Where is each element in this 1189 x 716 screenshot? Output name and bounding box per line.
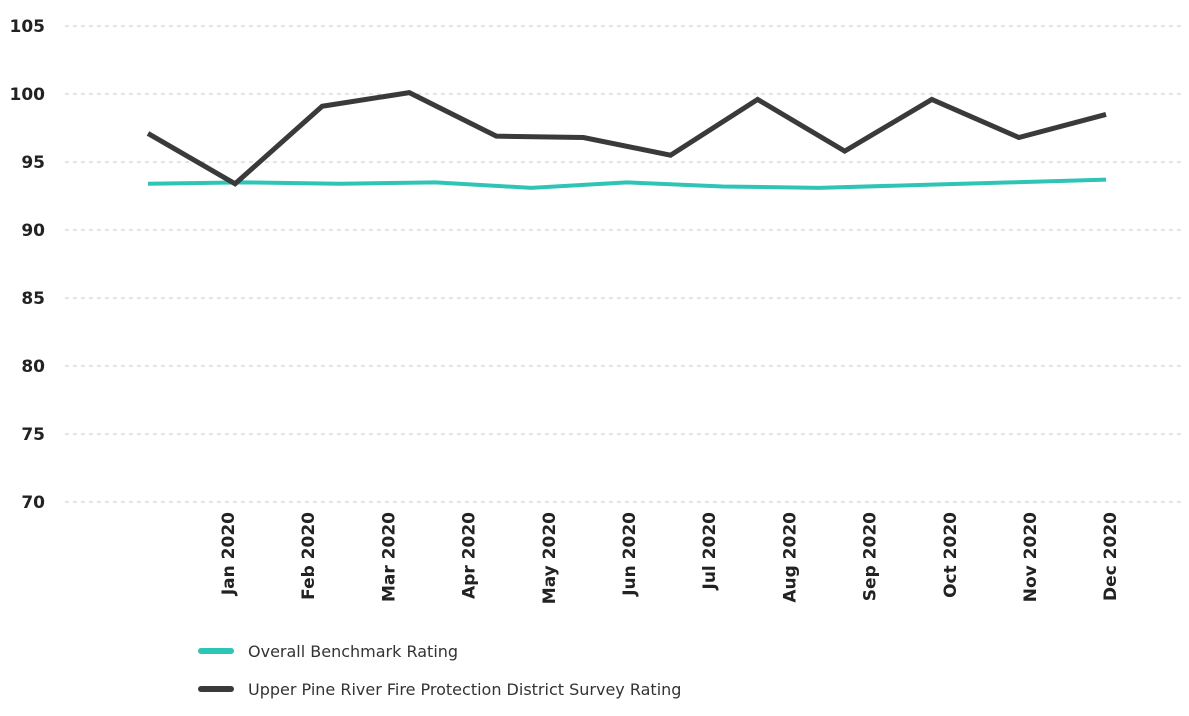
y-tick-label: 70 — [21, 493, 45, 513]
legend-swatch-district — [198, 686, 234, 692]
x-tick-label: May 2020 — [540, 512, 560, 604]
y-tick-label: 105 — [10, 17, 46, 37]
series-line-benchmark — [147, 177, 1107, 190]
series-line-district — [146, 90, 1107, 187]
x-tick-label: Mar 2020 — [379, 512, 399, 602]
y-tick-label: 85 — [21, 289, 45, 309]
legend: Overall Benchmark Rating Upper Pine Rive… — [198, 640, 681, 716]
x-tick-label: Feb 2020 — [299, 512, 319, 600]
legend-item-district: Upper Pine River Fire Protection Distric… — [198, 678, 681, 700]
legend-label-district: Upper Pine River Fire Protection Distric… — [248, 679, 682, 699]
line-chart: 105 100 95 90 85 80 75 70 Jan 2020 Feb 2020 Mar 2… — [10, 17, 1185, 604]
gridlines — [65, 25, 1185, 503]
x-tick-label: Oct 2020 — [941, 512, 961, 598]
x-tick-label: Jul 2020 — [700, 512, 720, 591]
x-tick-label: Nov 2020 — [1021, 512, 1041, 602]
x-tick-label: Apr 2020 — [460, 512, 480, 599]
series-lines — [146, 90, 1107, 190]
x-tick-label: Jun 2020 — [620, 512, 640, 597]
y-tick-label: 75 — [21, 425, 45, 445]
x-tick-label: Sep 2020 — [861, 512, 881, 601]
y-tick-label: 90 — [21, 221, 45, 241]
x-tick-label: Jan 2020 — [219, 512, 239, 596]
y-axis-ticks: 105 100 95 90 85 80 75 70 — [10, 17, 46, 513]
y-tick-label: 95 — [21, 153, 45, 173]
y-tick-label: 80 — [21, 357, 45, 377]
x-tick-label: Dec 2020 — [1101, 512, 1121, 601]
y-tick-label: 100 — [10, 85, 46, 105]
x-axis-ticks: Jan 2020 Feb 2020 Mar 2020 Apr 2020 May 2020… — [219, 512, 1121, 604]
legend-swatch-benchmark — [198, 648, 234, 654]
legend-item-benchmark: Overall Benchmark Rating — [198, 640, 681, 662]
x-tick-label: Aug 2020 — [780, 512, 800, 603]
legend-label-benchmark: Overall Benchmark Rating — [248, 641, 459, 661]
